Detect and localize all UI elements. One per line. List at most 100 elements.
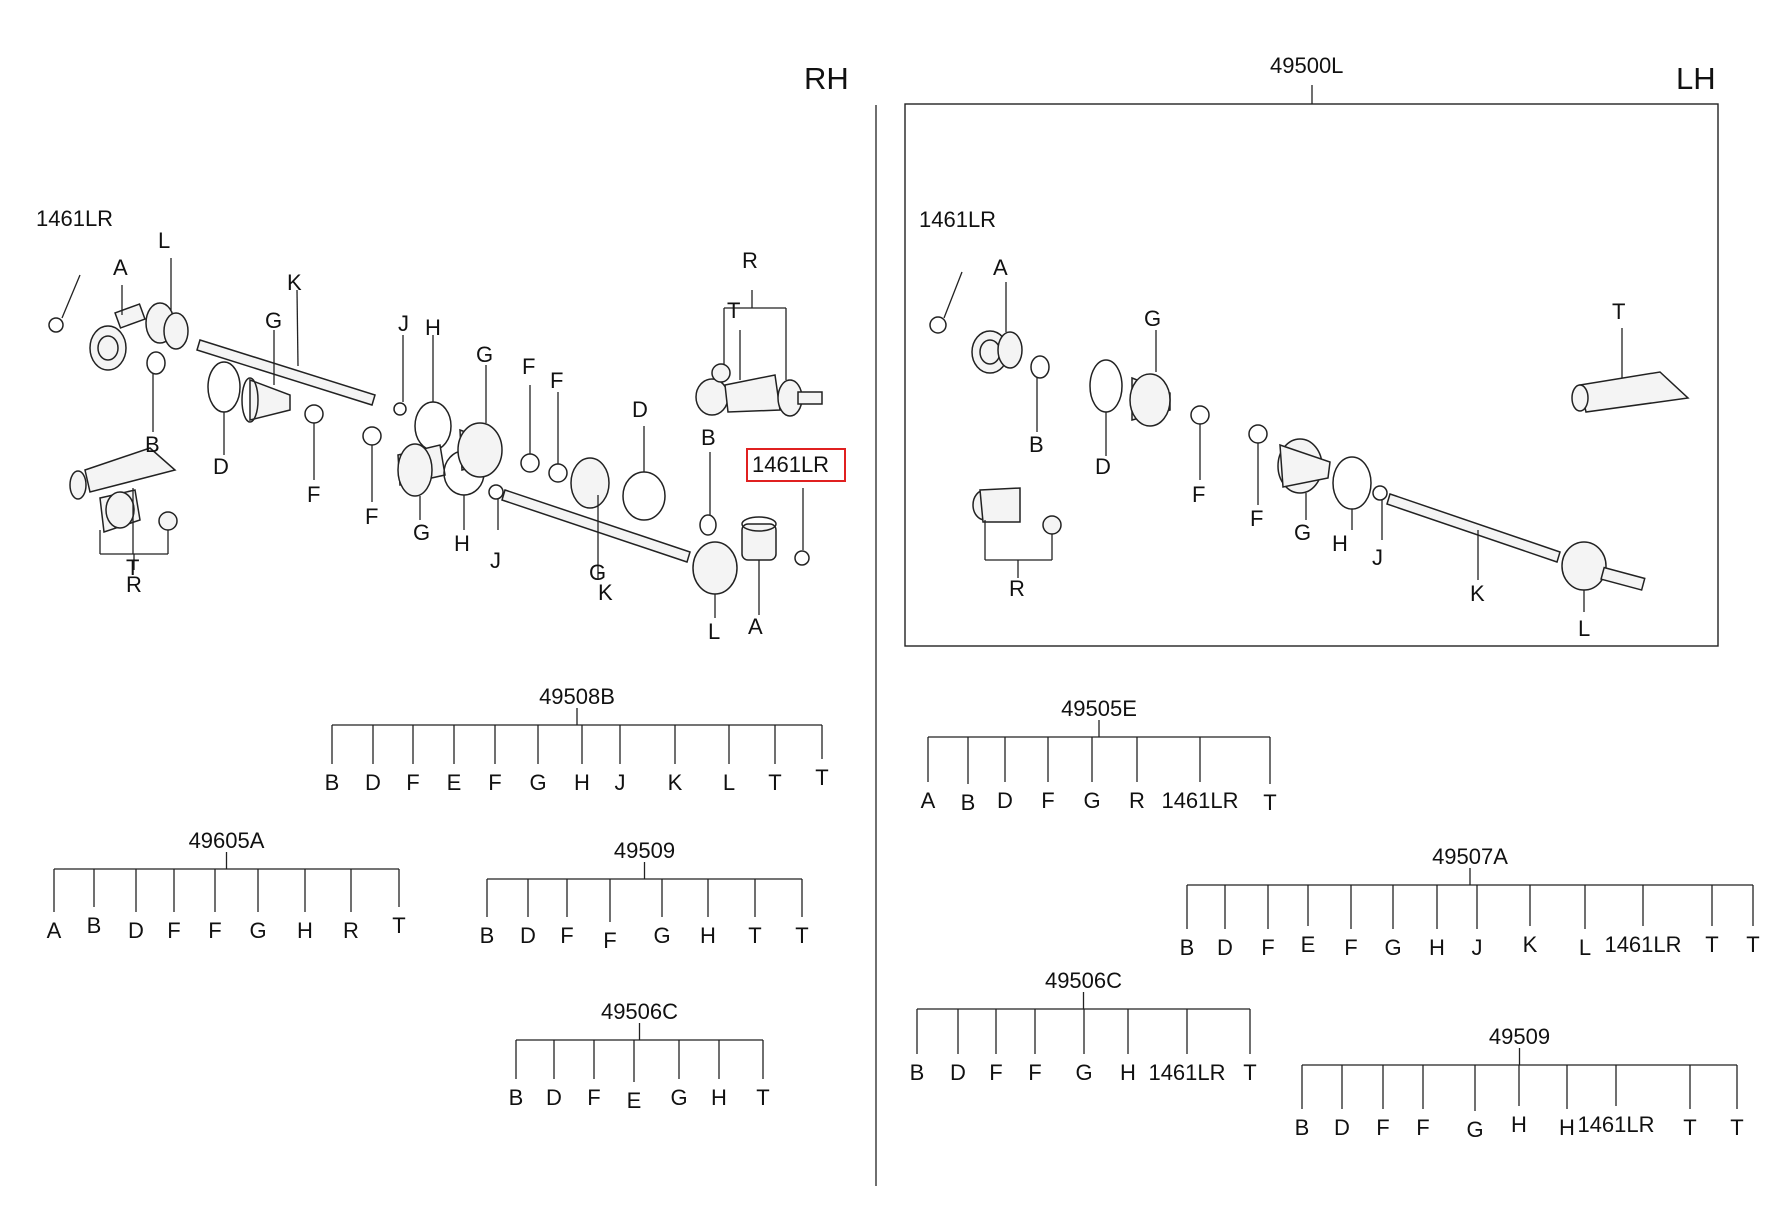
kit-item-label: D [1217, 935, 1233, 960]
kit-tree: 49505E A B D F G R 1461LR T [921, 696, 1277, 815]
kit-item-label: T [1263, 790, 1276, 815]
kit-item-label: E [1301, 932, 1316, 957]
rh-outer-shaft-group [48, 258, 407, 502]
grease-tube-icon [84, 447, 177, 493]
kit-item-label: H [1429, 935, 1445, 960]
lh-callout-L: L [1578, 616, 1590, 641]
highlight-box[interactable] [746, 448, 846, 482]
rh-middle-boot-group [397, 335, 568, 530]
rh-callout-B2: B [701, 425, 716, 450]
small-clamp-icon [304, 404, 324, 424]
kit-item-label: F [1041, 788, 1054, 813]
kit-item-label: F [167, 918, 180, 943]
kit-code-label: 49605A [189, 828, 265, 853]
kit-item-label: G [1466, 1117, 1483, 1142]
kit-code-label: 49505E [1061, 696, 1137, 721]
rh-callout-F4: F [365, 504, 378, 529]
lh-callout-F1: F [1192, 482, 1205, 507]
kit-tree: 49507A B D F E F G H J K L 1461LR T T [1180, 844, 1760, 960]
rh-inner-joint-group [69, 447, 178, 570]
kit-item-label: H [574, 770, 590, 795]
kit-item-label: B [480, 923, 495, 948]
kit-code-label: 49507A [1432, 844, 1508, 869]
kit-item-label: G [1075, 1060, 1092, 1085]
kit-item-label: H [700, 923, 716, 948]
kit-item-label: T [748, 923, 761, 948]
kit-item-label: F [488, 770, 501, 795]
lh-callout-T: T [1612, 299, 1625, 324]
rh-callout-R2: R [126, 572, 142, 597]
rh-callout-D2: D [213, 454, 229, 479]
lh-side-label: LH [1676, 61, 1716, 96]
kit-item-label: F [603, 928, 616, 953]
kit-item-label: T [768, 770, 781, 795]
kit-item-label: T [1730, 1115, 1743, 1140]
kit-item-label: K [668, 770, 683, 795]
lh-callout-H: H [1332, 531, 1348, 556]
kit-item-label: F [1376, 1115, 1389, 1140]
kit-item-label: T [1243, 1060, 1256, 1085]
kit-code-label: 49506C [601, 999, 678, 1024]
highlight-label[interactable]: 1461LR [752, 452, 829, 477]
rh-callout-F1: F [522, 354, 535, 379]
kit-item-label: D [128, 918, 144, 943]
rh-callout-A2: A [748, 614, 763, 639]
rh-callout-R1: R [742, 248, 758, 273]
kit-item-label: H [711, 1085, 727, 1110]
rh-callout-J1: J [398, 311, 409, 336]
kit-item-label: T [1746, 932, 1759, 957]
rh-callout-A1: A [113, 255, 128, 280]
kit-item-label: D [1334, 1115, 1350, 1140]
rh-callout-T2: T [126, 555, 139, 580]
kit-item-label: H [297, 918, 313, 943]
boot-icon [249, 378, 291, 421]
tripod-icon [158, 511, 178, 531]
rh-lower-shaft-group [501, 426, 810, 618]
rh-callout-G2: G [476, 342, 493, 367]
kit-item-label: F [1028, 1060, 1041, 1085]
rh-callout-F3: F [307, 482, 320, 507]
kit-item-label: F [989, 1060, 1002, 1085]
rh-callout-F2: F [550, 368, 563, 393]
rh-callout-L2: L [708, 619, 720, 644]
kit-item-label: T [1683, 1115, 1696, 1140]
kit-item-label: J [615, 770, 626, 795]
rh-callout-J2: J [490, 548, 501, 573]
rh-side-label: RH [804, 61, 849, 96]
kit-code-label: 49508B [539, 684, 615, 709]
kit-item-label: L [723, 770, 735, 795]
kit-item-label: 1461LR [1148, 1060, 1225, 1085]
kit-item-label: T [392, 913, 405, 938]
ring-icon [146, 351, 166, 375]
rh-callout-K1: K [287, 270, 302, 295]
kit-item-label: D [546, 1085, 562, 1110]
kit-item-label: B [1180, 935, 1195, 960]
kit-code-label: 49509 [614, 838, 675, 863]
rh-tripod-group [695, 290, 823, 417]
kit-item-label: D [950, 1060, 966, 1085]
rh-callout-G4: G [589, 560, 606, 585]
kit-item-label: G [249, 918, 266, 943]
kit-item-label: F [560, 923, 573, 948]
kit-item-label: 1461LR [1577, 1112, 1654, 1137]
rh-callout-H1: H [425, 315, 441, 340]
lh-callout-G: G [1144, 306, 1161, 331]
lh-callout-B: B [1029, 432, 1044, 457]
rh-callout-G3: G [413, 520, 430, 545]
rh-callout-D1: D [632, 397, 648, 422]
kit-item-label: B [87, 913, 102, 938]
rh-callout-K2: K [598, 580, 613, 605]
rh-callout-L1: L [158, 228, 170, 253]
kit-item-label: G [670, 1085, 687, 1110]
kit-item-label: D [997, 788, 1013, 813]
rh-callout-1461lr-top: 1461LR [36, 206, 113, 231]
kit-item-label: R [1129, 788, 1145, 813]
outer-joint-icon [89, 325, 127, 371]
kit-item-label: T [1705, 932, 1718, 957]
kit-code-label: 49509 [1489, 1024, 1550, 1049]
kit-item-label: H [1559, 1115, 1575, 1140]
kit-item-label: E [627, 1088, 642, 1113]
